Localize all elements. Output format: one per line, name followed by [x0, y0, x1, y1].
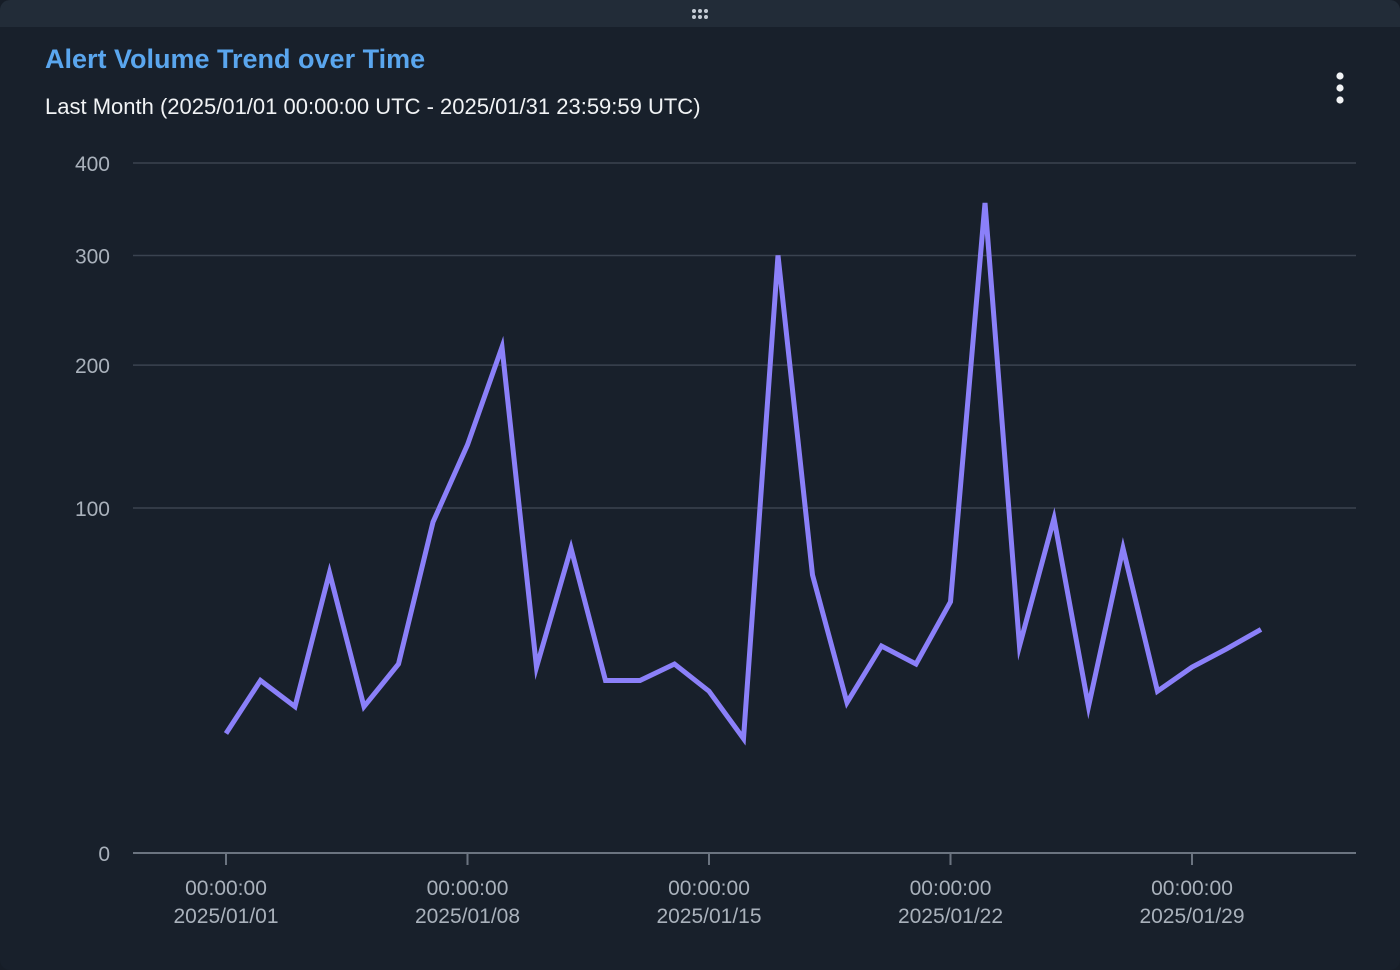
data-point[interactable]	[600, 675, 612, 687]
data-point[interactable]	[807, 569, 819, 581]
y-tick-label: 0	[98, 843, 110, 866]
axes: 0 100 200 300 400 00:00:00 2025/01/01 00:00:00 2…	[75, 153, 1356, 928]
x-tick-date-label: 2025/01/08	[415, 905, 520, 928]
data-point[interactable]	[1255, 623, 1267, 635]
chart-subtitle: Last Month (2025/01/01 00:00:00 UTC - 20…	[45, 94, 701, 119]
data-point[interactable]	[358, 701, 370, 713]
data-point[interactable]	[910, 658, 922, 670]
chart-title[interactable]: Alert Volume Trend over Time	[45, 44, 426, 74]
x-tick-time-label: 00:00:00	[185, 877, 267, 900]
data-point[interactable]	[1083, 701, 1095, 713]
data-point[interactable]	[496, 341, 508, 353]
data-point[interactable]	[738, 733, 750, 745]
x-tick-date-label: 2025/01/29	[1139, 905, 1244, 928]
data-point[interactable]	[1152, 685, 1164, 697]
data-point[interactable]	[220, 727, 232, 739]
data-point[interactable]	[565, 542, 577, 554]
x-tick-date-label: 2025/01/15	[656, 905, 761, 928]
data-point[interactable]	[1186, 661, 1198, 673]
y-tick-label: 100	[75, 498, 110, 521]
data-point[interactable]	[979, 197, 991, 209]
x-tick-date-label: 2025/01/22	[898, 905, 1003, 928]
data-point[interactable]	[324, 567, 336, 579]
series-line[interactable]	[223, 202, 1263, 746]
grid-lines	[133, 162, 1356, 509]
data-point[interactable]	[531, 661, 543, 673]
data-point[interactable]	[634, 675, 646, 687]
x-tick-time-label: 00:00:00	[910, 877, 992, 900]
data-point[interactable]	[669, 658, 681, 670]
kebab-menu-icon[interactable]	[1325, 68, 1355, 110]
series-line-group	[220, 197, 1267, 746]
data-point[interactable]	[876, 640, 888, 652]
y-tick-label: 300	[75, 245, 110, 268]
x-tick-time-label: 00:00:00	[427, 877, 509, 900]
data-point[interactable]	[1221, 643, 1233, 655]
x-tick-date-label: 2025/01/01	[173, 905, 278, 928]
x-tick-time-label: 00:00:00	[668, 877, 750, 900]
data-point[interactable]	[703, 685, 715, 697]
data-point[interactable]	[255, 675, 267, 687]
data-point[interactable]	[462, 439, 474, 451]
data-point[interactable]	[1048, 513, 1060, 525]
data-point[interactable]	[1014, 640, 1026, 652]
panel-drag-bar[interactable]	[0, 0, 1400, 27]
data-point[interactable]	[393, 658, 405, 670]
y-tick-label: 400	[75, 153, 110, 176]
data-point[interactable]	[841, 697, 853, 709]
data-point[interactable]	[427, 516, 439, 528]
data-point[interactable]	[772, 249, 784, 261]
y-tick-label: 200	[75, 355, 110, 378]
data-point[interactable]	[1117, 542, 1129, 554]
data-point[interactable]	[945, 596, 957, 608]
x-tick-time-label: 00:00:00	[1151, 877, 1233, 900]
drag-handle-icon[interactable]	[690, 8, 710, 20]
data-point[interactable]	[289, 701, 301, 713]
